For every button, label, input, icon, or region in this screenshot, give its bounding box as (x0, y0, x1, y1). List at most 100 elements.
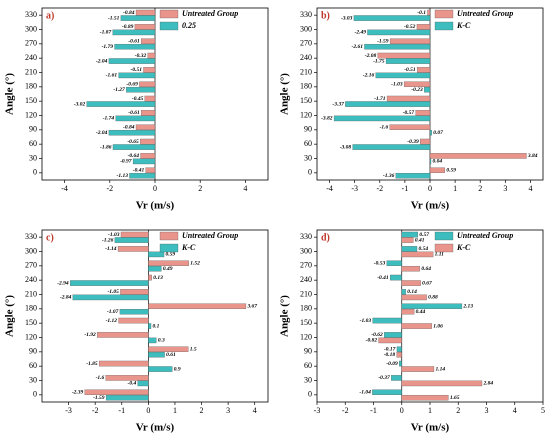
value-label: -2.49 (355, 30, 367, 36)
panel-label: a) (46, 10, 54, 21)
value-label: 2.84 (482, 381, 493, 387)
value-label: 0.04 (433, 159, 443, 165)
plot-frame (41, 229, 269, 403)
x-tick-label: 2 (198, 184, 202, 193)
bar (401, 323, 432, 329)
x-tick-label: 0 (146, 406, 150, 415)
y-tick-label: 60 (29, 361, 37, 370)
value-label: 0.14 (407, 289, 417, 295)
bar (119, 308, 149, 315)
value-label: -3.82 (321, 116, 333, 122)
value-label: 0.1 (153, 323, 160, 329)
legend-label: K-C (181, 243, 196, 252)
bar (145, 167, 156, 173)
value-label: -0.51 (131, 67, 143, 73)
y-tick-label: 60 (304, 361, 312, 370)
bar (148, 351, 165, 358)
value-label: -0.61 (128, 38, 140, 44)
y-tick-label: 0 (308, 390, 312, 399)
bar (126, 86, 156, 93)
bar (118, 317, 149, 324)
bar (424, 86, 431, 93)
y-axis-label: Angle (°) (279, 73, 291, 115)
y-tick-label: 150 (25, 96, 37, 105)
y-tick-label: 210 (25, 67, 37, 76)
value-label: -1.79 (102, 44, 114, 50)
value-label: -0.41 (377, 275, 389, 281)
y-tick-label: 60 (304, 139, 312, 148)
y-tick-label: 30 (304, 375, 312, 384)
bar (112, 144, 156, 150)
value-label: -1.27 (113, 87, 125, 93)
value-label: 1.14 (435, 366, 445, 372)
value-label: 0.9 (174, 366, 181, 372)
value-label: 0.3 (158, 338, 165, 344)
x-tick-label: -4 (61, 184, 68, 193)
bar (416, 24, 431, 30)
y-tick-label: 150 (300, 318, 312, 327)
bar (415, 110, 431, 116)
x-tick-label: -1 (402, 184, 409, 193)
x-tick-label: -1 (370, 406, 377, 415)
value-label: 1.52 (190, 260, 200, 266)
x-tick-label: 1 (173, 406, 177, 415)
value-label: -0.84 (123, 10, 135, 16)
value-label: -0.51 (404, 67, 416, 73)
value-label: -0.1 (417, 10, 426, 16)
bar (391, 375, 402, 381)
bar (148, 337, 157, 344)
bar (134, 24, 156, 30)
y-tick-label: 0 (33, 390, 37, 399)
x-tick-label: 4 (513, 406, 517, 415)
panel-label: d) (321, 232, 330, 243)
y-tick-label: 240 (25, 53, 37, 62)
x-tick-label: -2 (376, 184, 383, 193)
bar (105, 375, 149, 381)
x-tick-label: 0 (400, 406, 404, 415)
legend-label: Untreated Group (457, 231, 513, 240)
x-tick-label: -2 (342, 406, 349, 415)
value-label: -1.12 (106, 318, 118, 324)
bar (139, 81, 156, 87)
bar (148, 251, 165, 258)
bar (129, 172, 156, 179)
bar (377, 52, 431, 59)
value-label: -0.45 (132, 96, 144, 102)
legend-swatch (159, 231, 179, 241)
value-label: -1.6 (96, 375, 105, 381)
bar (148, 366, 173, 372)
bar (401, 303, 463, 309)
bar (148, 265, 162, 272)
y-tick-label: 150 (25, 318, 37, 327)
panel-label: b) (321, 10, 330, 21)
x-tick-label: 4 (528, 184, 532, 193)
bar (140, 153, 156, 159)
y-tick-label: 240 (300, 53, 312, 62)
bar (135, 124, 156, 130)
value-label: -1.71 (374, 96, 386, 102)
bar (140, 138, 156, 145)
bar (148, 346, 189, 352)
panel-label: c) (46, 232, 54, 243)
value-label: 3.84 (527, 153, 538, 159)
value-label: 1.5 (190, 346, 197, 352)
y-tick-label: 0 (33, 168, 37, 177)
value-label: 2.13 (462, 303, 473, 309)
y-tick-label: 120 (25, 110, 37, 119)
value-label: -2.16 (363, 73, 375, 79)
bar (364, 43, 431, 50)
y-tick-label: 120 (300, 332, 312, 341)
x-tick-label: 2 (200, 406, 204, 415)
value-label: 1.65 (450, 395, 460, 401)
x-tick-label: -4 (326, 184, 333, 193)
y-tick-label: 330 (300, 232, 312, 241)
bar (378, 337, 402, 344)
bar (333, 115, 431, 122)
bar (352, 144, 431, 150)
bar (389, 124, 431, 130)
bar (401, 280, 421, 286)
value-label: -0.09 (386, 361, 398, 367)
value-label: -1.85 (86, 361, 98, 367)
bar (401, 308, 415, 315)
